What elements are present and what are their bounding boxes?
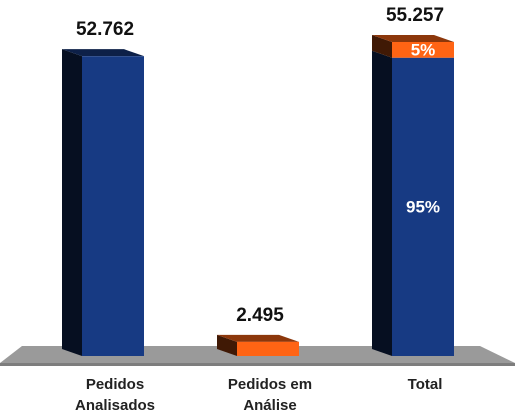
segment-label: 95% [406, 197, 440, 216]
bar-top [372, 35, 454, 42]
bar-side [372, 35, 392, 58]
bar-top [217, 334, 299, 342]
bar [237, 341, 299, 356]
bar-side [217, 334, 237, 356]
bar [392, 42, 454, 58]
bar [392, 57, 454, 356]
floor-edge [0, 363, 515, 366]
bar-side [62, 49, 82, 357]
category-label: Pedidos em Análise [227, 376, 313, 414]
category-label: Total [407, 376, 443, 393]
bar [82, 56, 144, 357]
segment-label: 5% [411, 40, 436, 59]
bar-top [62, 49, 144, 57]
value-label: 52.762 [76, 19, 134, 40]
value-label: 55.257 [386, 5, 444, 26]
bar-side [372, 50, 392, 356]
category-label: Pedidos Analisados [74, 376, 156, 414]
value-label: 2.495 [236, 305, 284, 326]
